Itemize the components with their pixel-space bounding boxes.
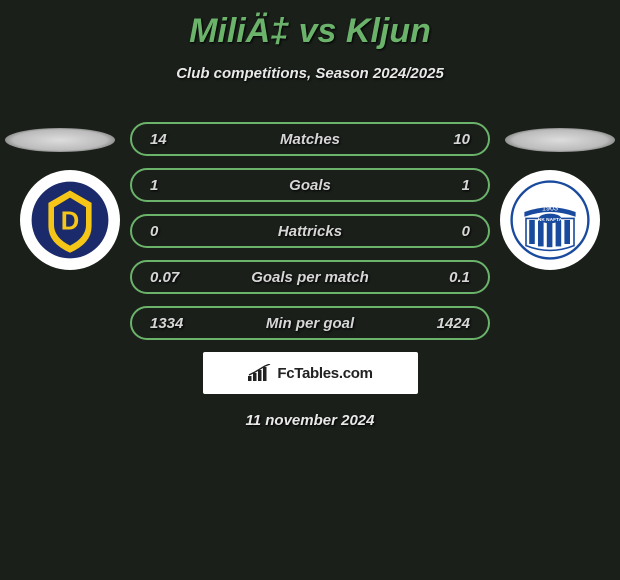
stat-label: Hattricks — [132, 223, 488, 240]
svg-text:NK NAFTA: NK NAFTA — [538, 217, 563, 223]
stat-row: 1 Goals 1 — [130, 168, 490, 202]
stat-left-value: 14 — [150, 131, 167, 148]
team-badge-left: D — [20, 170, 120, 270]
stat-label: Goals — [132, 177, 488, 194]
badge-shadow-left — [5, 128, 115, 152]
comparison-title: MiliÄ‡ vs Kljun — [0, 0, 620, 51]
comparison-subtitle: Club competitions, Season 2024/2025 — [0, 65, 620, 82]
svg-text:D: D — [61, 208, 79, 236]
domzale-crest-icon: D — [30, 180, 110, 260]
stat-label: Matches — [132, 131, 488, 148]
stat-row: 14 Matches 10 — [130, 122, 490, 156]
stat-row: 1334 Min per goal 1424 — [130, 306, 490, 340]
comparison-date: 11 november 2024 — [130, 412, 490, 429]
stat-right-value: 10 — [453, 131, 470, 148]
stat-right-value: 0 — [462, 223, 470, 240]
stat-left-value: 1334 — [150, 315, 183, 332]
stat-label: Goals per match — [132, 269, 488, 286]
team-badge-right: 1903 NK NAFTA — [500, 170, 600, 270]
badge-shadow-right — [505, 128, 615, 152]
stats-container: 14 Matches 10 1 Goals 1 0 Hattricks 0 0.… — [130, 122, 490, 429]
stat-row: 0.07 Goals per match 0.1 — [130, 260, 490, 294]
stat-left-value: 1 — [150, 177, 158, 194]
brand-text: FcTables.com — [277, 365, 372, 382]
stat-right-value: 1424 — [437, 315, 470, 332]
stat-right-value: 0.1 — [449, 269, 470, 286]
nafta-crest-icon: 1903 NK NAFTA — [510, 180, 590, 260]
stat-right-value: 1 — [462, 177, 470, 194]
bar-chart-icon — [247, 364, 273, 382]
stat-left-value: 0 — [150, 223, 158, 240]
svg-text:1903: 1903 — [542, 203, 558, 212]
stat-label: Min per goal — [132, 315, 488, 332]
stat-left-value: 0.07 — [150, 269, 179, 286]
stat-row: 0 Hattricks 0 — [130, 214, 490, 248]
brand-box[interactable]: FcTables.com — [203, 352, 418, 394]
